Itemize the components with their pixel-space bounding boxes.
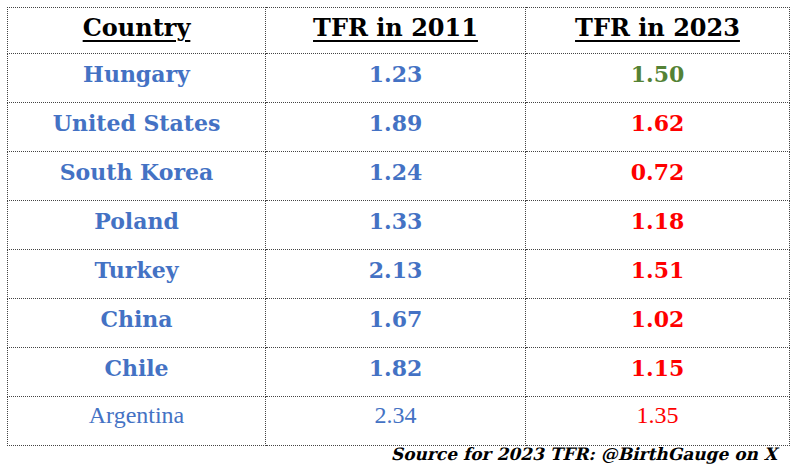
table-row: Turkey 2.13 1.51: [8, 250, 790, 299]
country-cell: China: [8, 299, 266, 348]
header-country-label: Country: [83, 13, 191, 42]
tfr-2011-cell: 1.67: [266, 299, 526, 348]
table-header-row: Country TFR in 2011 TFR in 2023: [8, 8, 790, 54]
country-cell: Poland: [8, 201, 266, 250]
tfr-2011-cell: 2.13: [266, 250, 526, 299]
header-tfr-2023: TFR in 2023: [526, 8, 790, 54]
document-page: Country TFR in 2011 TFR in 2023 Hungary …: [0, 0, 796, 468]
country-cell: South Korea: [8, 152, 266, 201]
tfr-2011-cell: 1.33: [266, 201, 526, 250]
tfr-2023-cell: 1.62: [526, 103, 790, 152]
tfr-2023-cell: 1.02: [526, 299, 790, 348]
tfr-2011-cell: 1.23: [266, 54, 526, 103]
header-country: Country: [8, 8, 266, 54]
table-row: South Korea 1.24 0.72: [8, 152, 790, 201]
table-row: Poland 1.33 1.18: [8, 201, 790, 250]
tfr-2023-cell: 1.50: [526, 54, 790, 103]
table-row: United States 1.89 1.62: [8, 103, 790, 152]
country-cell: Chile: [8, 348, 266, 397]
tfr-2011-cell: 1.82: [266, 348, 526, 397]
tfr-2011-cell: 1.24: [266, 152, 526, 201]
tfr-2023-cell: 1.18: [526, 201, 790, 250]
tfr-2023-cell: 1.35: [526, 397, 790, 446]
table-row: Hungary 1.23 1.50: [8, 54, 790, 103]
tfr-2011-cell: 2.34: [266, 397, 526, 446]
header-tfr-2011-label: TFR in 2011: [313, 13, 478, 42]
country-cell: Argentina: [8, 397, 266, 446]
header-tfr-2023-label: TFR in 2023: [575, 13, 740, 42]
tfr-2011-cell: 1.89: [266, 103, 526, 152]
source-note: Source for 2023 TFR: @BirthGauge on X: [7, 444, 777, 464]
tfr-table: Country TFR in 2011 TFR in 2023 Hungary …: [7, 7, 790, 446]
header-tfr-2011: TFR in 2011: [266, 8, 526, 54]
country-cell: Turkey: [8, 250, 266, 299]
table-row: Argentina 2.34 1.35: [8, 397, 790, 446]
country-cell: Hungary: [8, 54, 266, 103]
country-cell: United States: [8, 103, 266, 152]
table-row: Chile 1.82 1.15: [8, 348, 790, 397]
tfr-2023-cell: 1.51: [526, 250, 790, 299]
tfr-2023-cell: 1.15: [526, 348, 790, 397]
table-row: China 1.67 1.02: [8, 299, 790, 348]
tfr-2023-cell: 0.72: [526, 152, 790, 201]
